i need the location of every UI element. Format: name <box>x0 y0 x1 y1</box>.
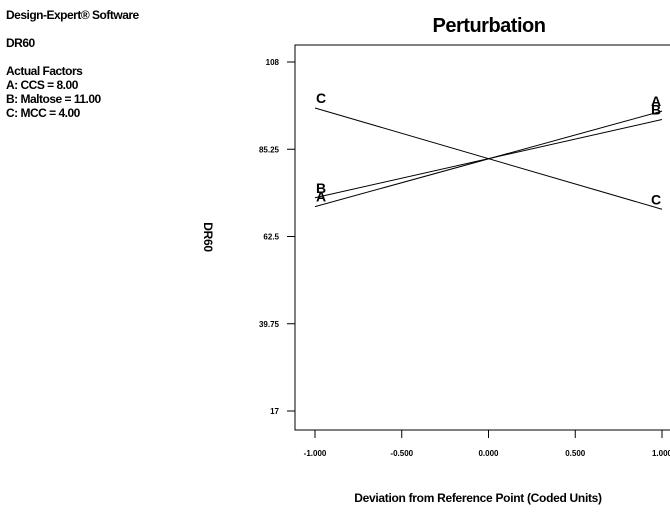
series-label-b: B <box>316 180 326 196</box>
series-label-b: B <box>651 102 661 118</box>
series-label-c: C <box>651 191 661 207</box>
y-tick-label: 62.5 <box>263 233 279 242</box>
x-axis-label: Deviation from Reference Point (Coded Un… <box>354 491 602 505</box>
series-line-c <box>314 107 663 210</box>
chart-title: Perturbation <box>433 15 546 37</box>
x-tick-label: 1.000 <box>652 449 670 458</box>
x-tick-label: -0.500 <box>390 449 413 458</box>
y-tick-label: 85.25 <box>259 145 280 154</box>
y-tick-label: 17 <box>270 407 279 416</box>
x-tick-label: 0.000 <box>478 449 499 458</box>
factor-b: B: Maltose = 11.00 <box>6 92 101 106</box>
y-axis-label: DR60 <box>201 222 215 252</box>
plot-area <box>294 44 670 431</box>
x-tick-label: -1.000 <box>304 449 327 458</box>
series-label-c: C <box>316 90 326 106</box>
axes: 17 39.75 62.5 85.25 108 -1.000 -0.500 0.000 0.50… <box>259 58 670 458</box>
actual-factors: Actual Factors A: CCS = 8.00 B: Maltose … <box>6 64 139 120</box>
response-name: DR60 <box>6 36 35 50</box>
y-tick-label: 39.75 <box>259 320 280 329</box>
factors-heading: Actual Factors <box>6 64 83 78</box>
series-label-a: A <box>651 93 661 109</box>
info-panel: Design-Expert® Software DR60 Actual Fact… <box>6 8 139 134</box>
software-name: Design-Expert® Software <box>6 8 139 22</box>
y-tick-label: 108 <box>266 58 280 67</box>
factor-a: A: CCS = 8.00 <box>6 78 78 92</box>
factor-c: C: MCC = 4.00 <box>6 106 80 120</box>
x-tick-label: 0.500 <box>565 449 586 458</box>
